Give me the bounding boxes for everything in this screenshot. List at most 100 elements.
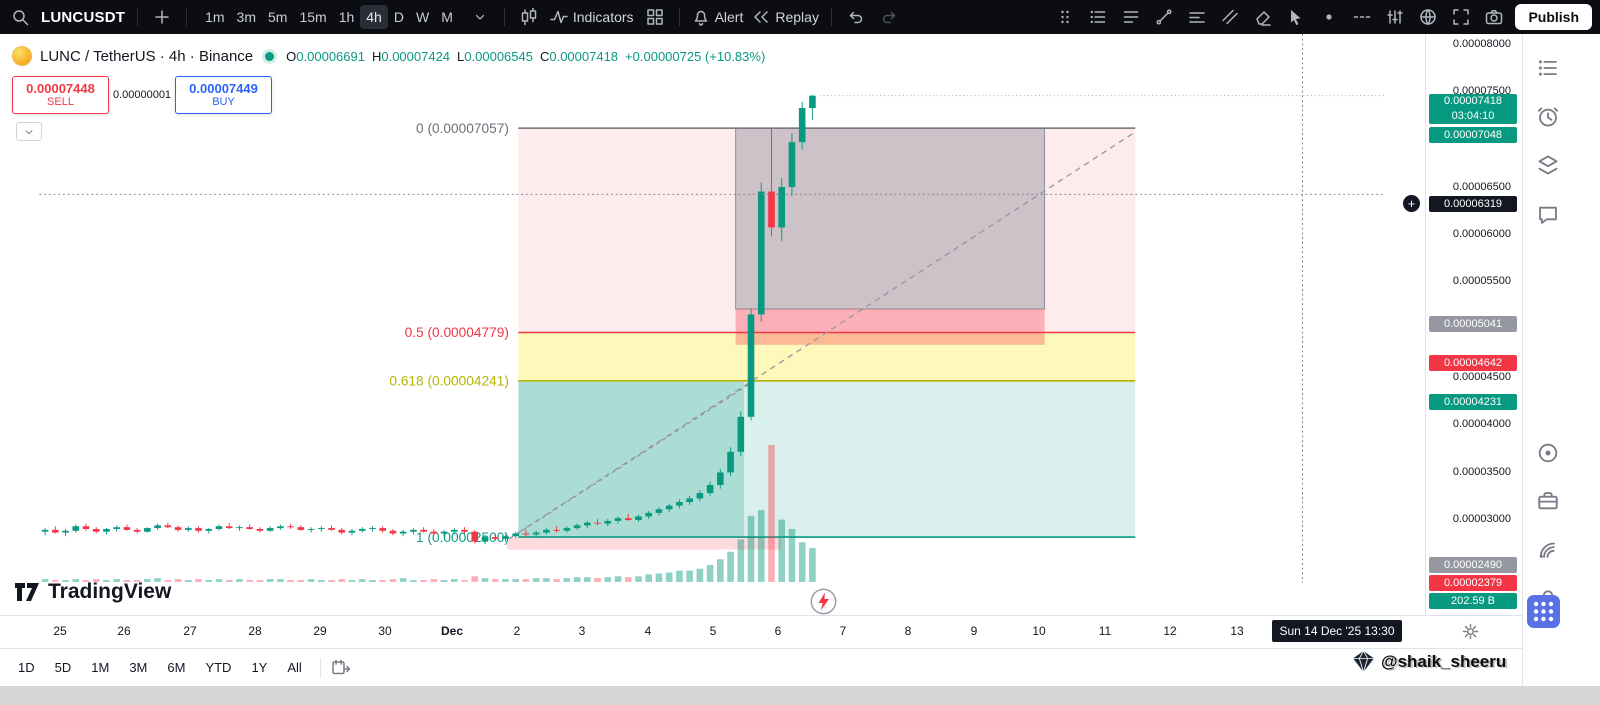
lightning-marker-icon[interactable] (810, 588, 837, 615)
interval-chevron-down-icon[interactable] (468, 5, 492, 29)
time-tick: 12 (1163, 624, 1177, 638)
price-tick: 0.00005500 (1452, 275, 1511, 287)
candle-body (236, 527, 243, 529)
replay-label: Replay (775, 9, 819, 25)
range-3m-button[interactable]: 3M (121, 655, 155, 680)
alerts-clock-icon[interactable] (1535, 104, 1561, 130)
candle-body (389, 530, 397, 534)
range-1y-button[interactable]: 1Y (243, 655, 275, 680)
compare-add-icon[interactable] (150, 5, 174, 29)
briefcase-icon[interactable] (1535, 488, 1561, 514)
tradingview-logo-text: TradingView (48, 580, 172, 603)
alert-button[interactable]: Alert (692, 5, 743, 29)
candle-body (440, 531, 448, 534)
goto-date-calendar-icon[interactable] (331, 659, 350, 677)
fullscreen-icon[interactable] (1449, 5, 1473, 29)
volume-bar (123, 580, 131, 582)
broadcast-signal-icon[interactable] (1535, 536, 1561, 562)
volume-bar (809, 547, 816, 582)
price-badge: 0.00007418 03:04:10 (1429, 94, 1517, 124)
undo-icon[interactable] (844, 5, 868, 29)
chart-title[interactable]: LUNC / TetherUS · 4h · Binance (40, 47, 254, 65)
price-tick: 0.00006500 (1452, 181, 1511, 193)
interval-15m[interactable]: 15m (293, 5, 332, 29)
add-alert-plus-icon[interactable]: + (1403, 195, 1420, 212)
volume-bar (502, 579, 509, 582)
candle-body (665, 505, 673, 510)
pattern-lines-icon[interactable] (1218, 5, 1242, 29)
dot-icon[interactable] (1317, 5, 1341, 29)
candle-body (113, 527, 120, 529)
replay-button[interactable]: Replay (752, 5, 819, 29)
object-list-icon[interactable] (1119, 5, 1143, 29)
time-tick: 8 (904, 624, 912, 638)
cursor-icon[interactable] (1284, 5, 1308, 29)
globe-icon[interactable] (1416, 5, 1440, 29)
author-watermark: @shaik_sheeru (1352, 650, 1506, 673)
position-range-gray[interactable] (735, 127, 1046, 310)
interval-5m[interactable]: 5m (262, 5, 293, 29)
search-icon[interactable] (8, 5, 32, 29)
horizontal-lines-icon[interactable] (1185, 5, 1209, 29)
candlestick-chart[interactable]: 0 (0.00007057) 0.5 (0.00004779) 0.618 (0.0… (0, 34, 1425, 615)
buy-button[interactable]: 0.00007449 BUY (175, 76, 272, 114)
watchlist-panel-icon[interactable] (1086, 5, 1110, 29)
chat-icon[interactable] (1535, 202, 1561, 228)
camera-icon[interactable] (1482, 5, 1506, 29)
indicators-button[interactable]: Indicators (550, 5, 634, 29)
volume-bar (471, 576, 479, 582)
columns-icon[interactable] (1383, 5, 1407, 29)
candle-body (195, 528, 202, 531)
interval-1m[interactable]: 1m (199, 5, 230, 29)
publish-button[interactable]: Publish (1515, 4, 1592, 30)
dashed-line-icon[interactable] (1350, 5, 1374, 29)
chart-area[interactable]: 0 (0.00007057) 0.5 (0.00004779) 0.618 (0.0… (0, 34, 1425, 615)
fib-level-label: 0.618 (0.00004241) (389, 374, 509, 389)
watchlist-icon[interactable] (1535, 55, 1561, 81)
pink-strip-bottom[interactable] (507, 537, 781, 550)
toolbar-separator (678, 8, 680, 26)
price-badge: 0.00007048 (1429, 127, 1517, 143)
time-axis[interactable]: Sun 14 Dec '25 13:30 25 26 27 28 29 30 Dec 2 3 4 5… (0, 615, 1522, 649)
candle-body (798, 108, 806, 143)
trendline-tool-icon[interactable] (1152, 5, 1176, 29)
symbol-button[interactable]: LUNCUSDT (41, 8, 126, 26)
candle-body (471, 531, 479, 542)
eraser-icon[interactable] (1251, 5, 1275, 29)
volume-bar (307, 579, 315, 582)
chart-type-icon[interactable] (517, 5, 541, 29)
gem-icon (1353, 650, 1374, 673)
price-axis[interactable]: 0.00008000 0.00007500 0.00006500 0.00006000… (1425, 34, 1523, 615)
dashed-trendline[interactable] (516, 380, 755, 535)
sell-button[interactable]: 0.00007448 SELL (12, 76, 109, 114)
tradingview-watermark[interactable]: TradingView (14, 580, 171, 604)
drag-handle-icon[interactable] (1053, 5, 1077, 29)
apps-grid-icon[interactable] (1527, 595, 1560, 628)
interval-D[interactable]: D (388, 5, 410, 29)
interval-1h[interactable]: 1h (333, 5, 361, 29)
interval-M[interactable]: M (435, 5, 459, 29)
range-all-button[interactable]: All (279, 655, 309, 680)
interval-4h[interactable]: 4h (360, 5, 388, 29)
range-6m-button[interactable]: 6M (159, 655, 193, 680)
volume-bar (358, 579, 366, 582)
collapse-widget-button[interactable] (16, 122, 42, 141)
range-1m-button[interactable]: 1M (83, 655, 117, 680)
indicator-templates-icon[interactable] (643, 5, 667, 29)
candle-body (573, 525, 581, 529)
range-1d-button[interactable]: 1D (10, 655, 43, 680)
time-tick: 25 (53, 624, 67, 638)
spread-value: 0.00000001 (112, 89, 172, 101)
range-5d-button[interactable]: 5D (47, 655, 80, 680)
redo-icon[interactable] (877, 5, 901, 29)
ideas-target-icon[interactable] (1535, 440, 1561, 466)
interval-3m[interactable]: 3m (231, 5, 262, 29)
candle-body (410, 529, 417, 532)
layers-icon[interactable] (1535, 152, 1561, 178)
range-ytd-button[interactable]: YTD (197, 655, 239, 680)
position-stop-red[interactable] (735, 309, 1045, 345)
axis-settings-gear-icon[interactable] (1462, 623, 1479, 640)
interval-W[interactable]: W (410, 5, 435, 29)
ohlc-values: O0.00006691 H0.00007424 L0.00006545 C0.0… (286, 48, 766, 64)
volume-bar (205, 580, 213, 582)
